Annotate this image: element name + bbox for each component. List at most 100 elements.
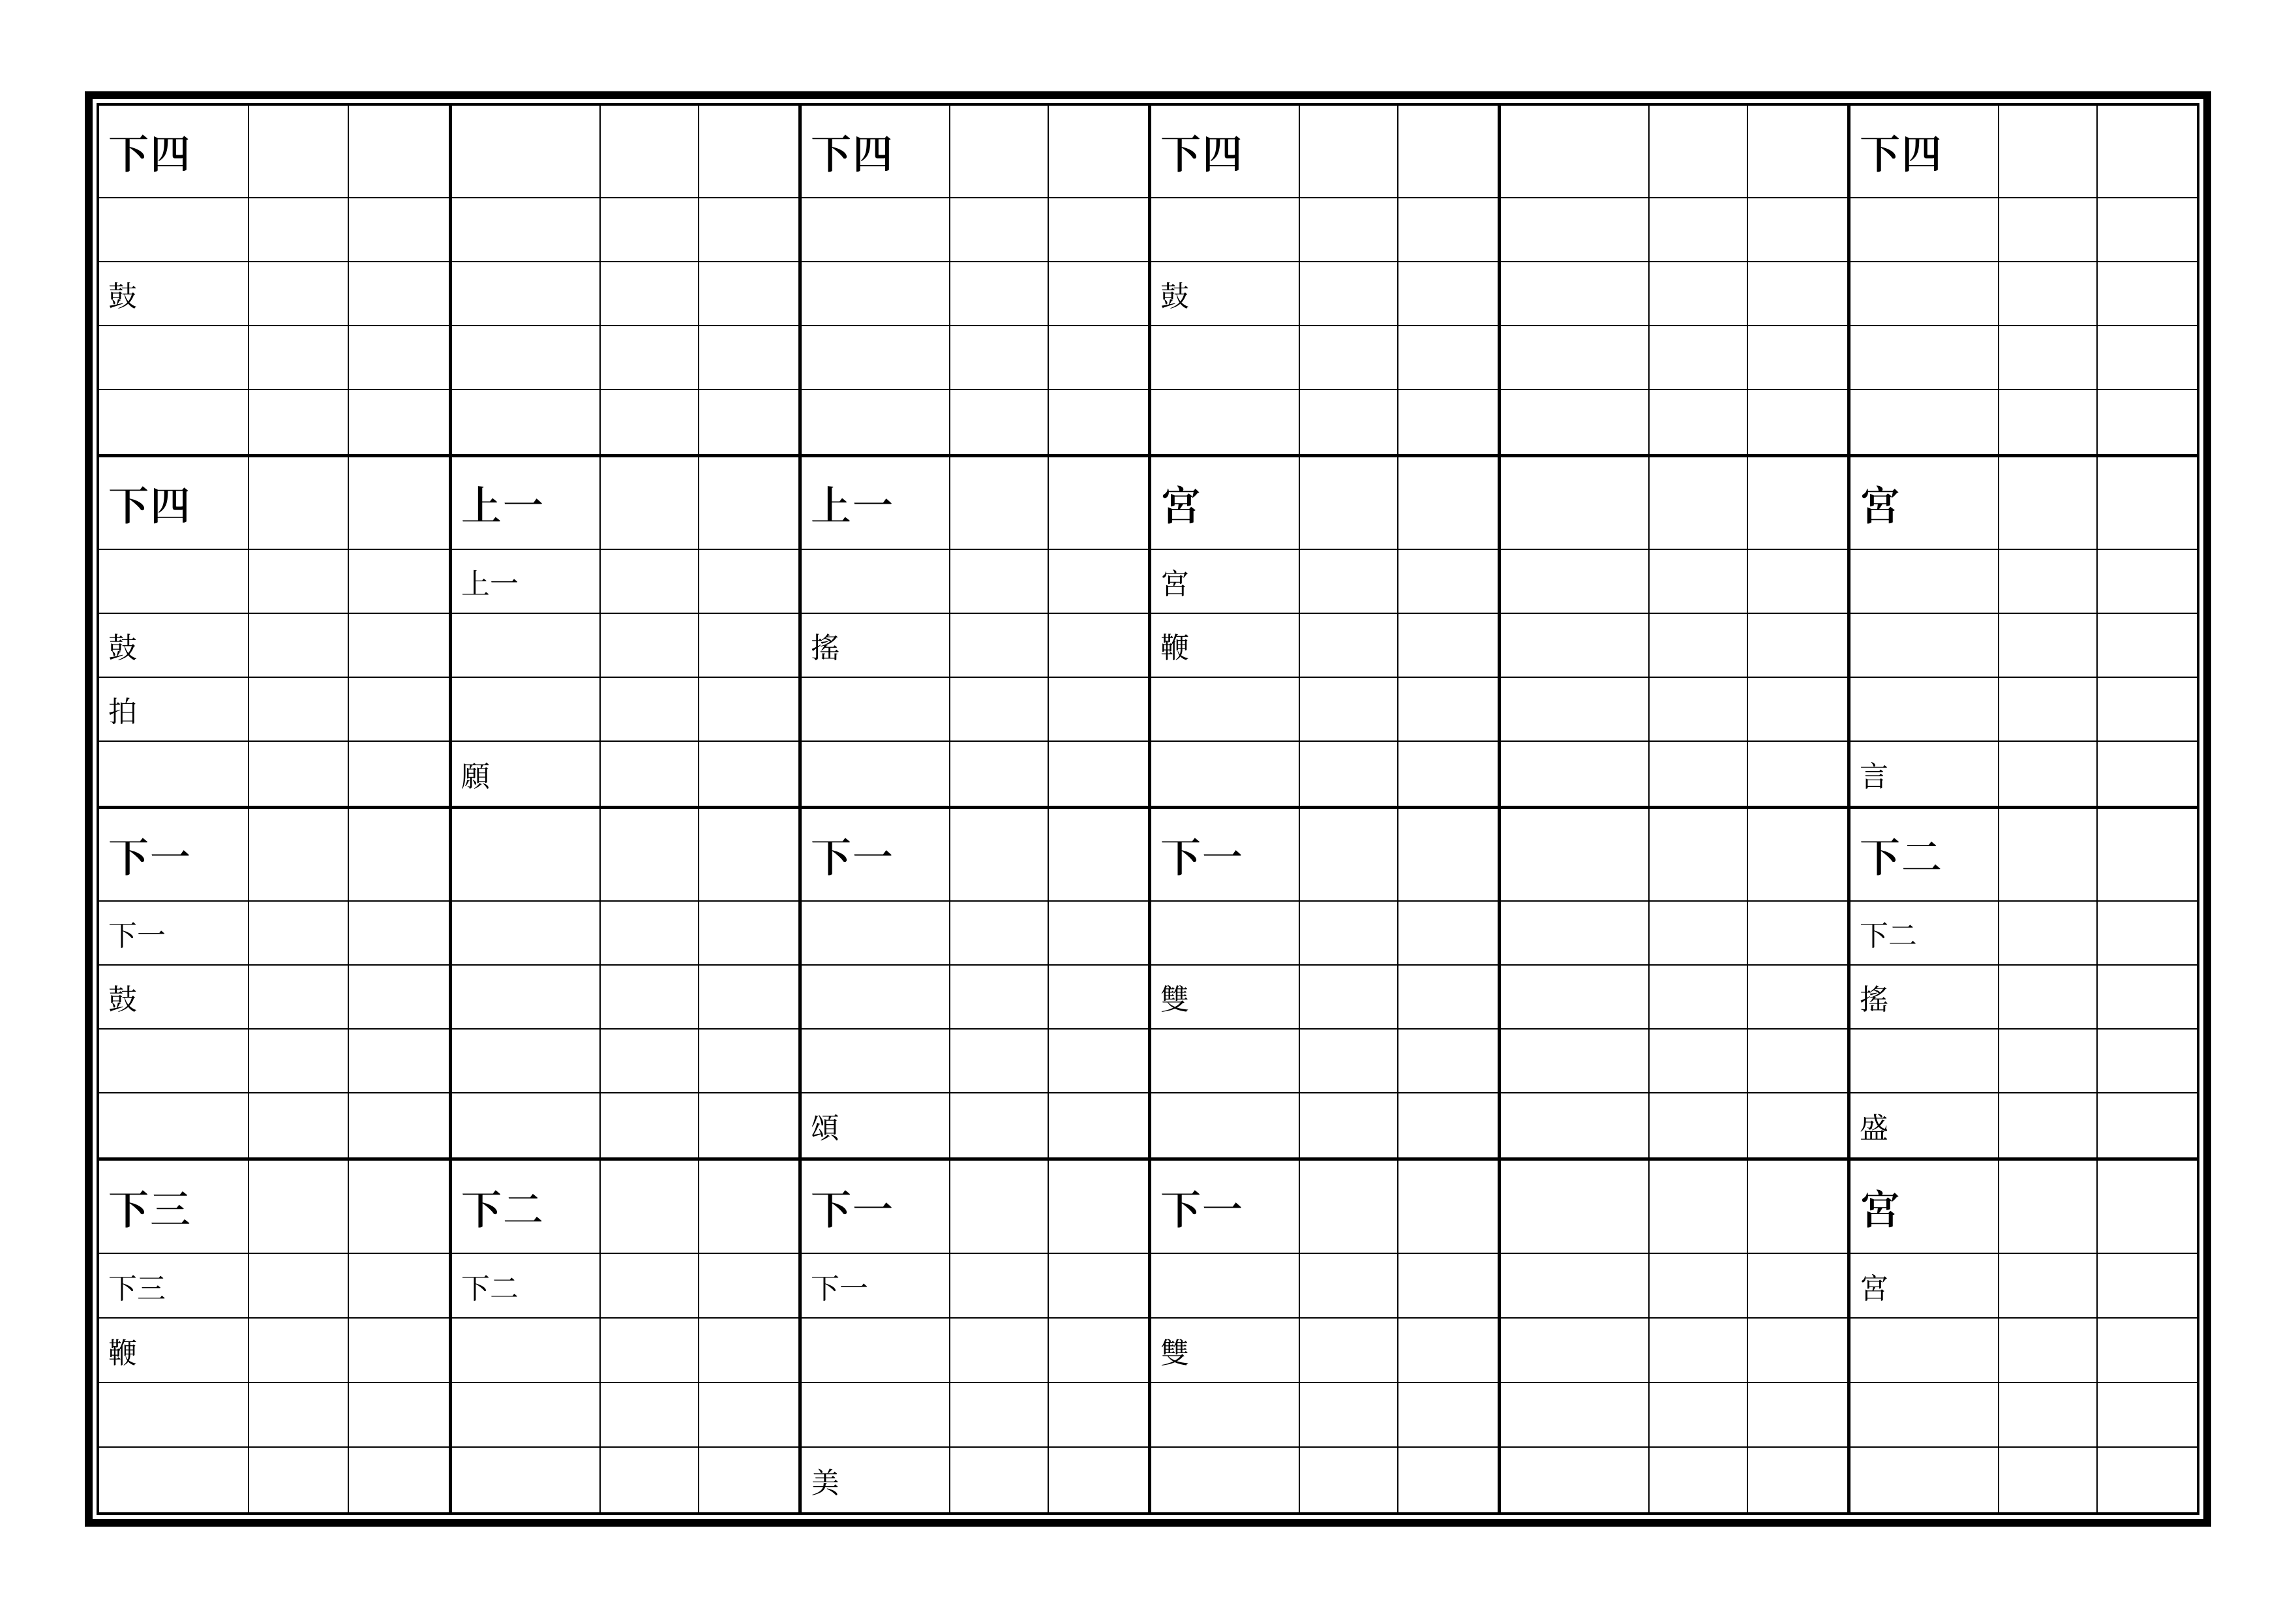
cell: 搖 [1850, 966, 1999, 1030]
cell [1300, 902, 1399, 966]
cell [349, 326, 449, 390]
note-large: 宮 [1860, 1178, 1901, 1236]
cell: 願 [452, 742, 601, 806]
cell [1398, 1093, 1498, 1157]
cell [1398, 966, 1498, 1030]
cell: 下二 [452, 1161, 601, 1254]
band: 下一下一鼓下一頌下一雙下二下二搖盛 [99, 809, 2197, 1161]
cell [1049, 326, 1148, 390]
note-small: 上一 [461, 560, 519, 602]
cell [601, 966, 700, 1030]
cell [1300, 198, 1399, 262]
cell [1850, 262, 1999, 326]
cell [601, 1161, 700, 1254]
cell [950, 1319, 1050, 1383]
cell [349, 1161, 449, 1254]
cell [1501, 966, 1650, 1030]
cell [249, 902, 349, 966]
cell [1398, 390, 1498, 454]
note-small: 下二 [1860, 912, 1917, 954]
cell [349, 550, 449, 614]
cell [2098, 1161, 2197, 1254]
cell [1999, 1319, 2098, 1383]
cell [1748, 1161, 1847, 1254]
cell [601, 198, 700, 262]
cell [249, 457, 349, 550]
cell [1650, 966, 1749, 1030]
cell [1501, 390, 1650, 454]
cell [1748, 550, 1847, 614]
cell [1398, 326, 1498, 390]
cell [1650, 678, 1749, 742]
cell [349, 262, 449, 326]
cell [1151, 1030, 1300, 1093]
cell [1300, 550, 1399, 614]
cell [1300, 1161, 1399, 1254]
cell [1398, 457, 1498, 550]
cell: 上一 [452, 550, 601, 614]
cell [1049, 614, 1148, 678]
cell [1650, 902, 1749, 966]
cell [699, 902, 798, 966]
cell [950, 1383, 1050, 1448]
cell: 下二 [1850, 809, 1999, 902]
cell [1501, 1254, 1650, 1319]
cell [1300, 678, 1399, 742]
cell [1999, 1093, 2098, 1157]
cell [452, 678, 601, 742]
cell [452, 390, 601, 454]
cell [699, 1161, 798, 1254]
cell: 下一 [802, 1161, 950, 1254]
cell [699, 390, 798, 454]
cell [601, 1030, 700, 1093]
cell [802, 678, 950, 742]
cell [2098, 678, 2197, 742]
cell [1748, 966, 1847, 1030]
cell [2098, 809, 2197, 902]
cell [452, 1093, 601, 1157]
cell [1151, 1383, 1300, 1448]
cell [2098, 106, 2197, 198]
block: 上一上一願 [449, 457, 798, 806]
cell [1850, 614, 1999, 678]
cell [1300, 1093, 1399, 1157]
cell [1850, 1319, 1999, 1383]
cell: 拍 [99, 678, 249, 742]
cell [452, 809, 601, 902]
cell [699, 106, 798, 198]
cell [601, 742, 700, 806]
block: 宮宮鞭 [1148, 457, 1498, 806]
cell [1650, 326, 1749, 390]
cell [950, 326, 1050, 390]
cell [1748, 326, 1847, 390]
cell [1999, 390, 2098, 454]
cell: 美 [802, 1448, 950, 1512]
note-small: 鼓 [1160, 273, 1189, 314]
cell [1501, 550, 1650, 614]
cell [950, 1030, 1050, 1093]
cell [452, 326, 601, 390]
cell [1049, 742, 1148, 806]
cell [2098, 326, 2197, 390]
cell: 下三 [99, 1161, 249, 1254]
cell [1398, 198, 1498, 262]
cell [1999, 1030, 2098, 1093]
cell [601, 550, 700, 614]
page: 下四鼓下四下四鼓下四下四鼓拍上一上一願上一搖宮宮鞭宮言下一下一鼓下一頌下一雙下二… [0, 0, 2296, 1618]
cell [1049, 106, 1148, 198]
cell [1151, 1093, 1300, 1157]
cell [1748, 390, 1847, 454]
block [1498, 1161, 1847, 1512]
cell [249, 1319, 349, 1383]
block: 下四 [798, 106, 1148, 454]
cell [950, 457, 1050, 550]
cell: 宮 [1151, 457, 1300, 550]
cell [950, 198, 1050, 262]
note-large: 下一 [1160, 1178, 1244, 1236]
cell [950, 742, 1050, 806]
cell [1300, 1448, 1399, 1512]
cell [2098, 902, 2197, 966]
cell [99, 1448, 249, 1512]
cell [2098, 966, 2197, 1030]
note-large: 上一 [811, 474, 894, 532]
